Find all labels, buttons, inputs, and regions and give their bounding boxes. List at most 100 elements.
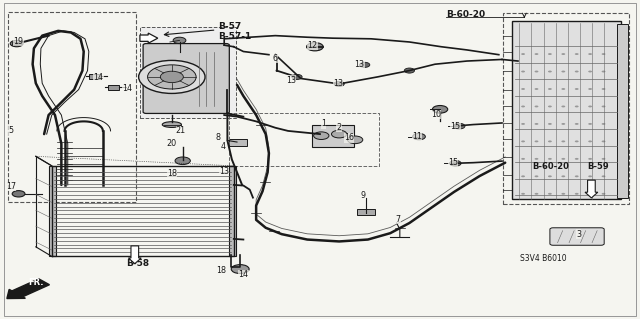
Circle shape	[575, 158, 579, 160]
Bar	[357, 209, 375, 215]
Circle shape	[175, 157, 190, 165]
Circle shape	[575, 123, 579, 125]
Circle shape	[548, 140, 552, 142]
Circle shape	[292, 74, 302, 79]
Circle shape	[534, 123, 538, 125]
Circle shape	[575, 140, 579, 142]
Circle shape	[588, 106, 592, 108]
Text: 14: 14	[238, 270, 248, 279]
Circle shape	[561, 123, 565, 125]
Circle shape	[548, 106, 552, 108]
Text: 6: 6	[273, 54, 278, 63]
Circle shape	[548, 53, 552, 55]
Circle shape	[602, 175, 605, 177]
Text: 19: 19	[13, 37, 24, 46]
FancyBboxPatch shape	[143, 44, 229, 114]
Text: 3: 3	[576, 230, 581, 239]
Ellipse shape	[163, 122, 181, 127]
Circle shape	[561, 106, 565, 108]
FancyBboxPatch shape	[550, 228, 604, 245]
Bar	[312, 124, 354, 147]
Bar	[229, 139, 247, 146]
Text: B-57-1: B-57-1	[218, 32, 251, 41]
Circle shape	[534, 193, 538, 195]
Text: B-57: B-57	[218, 22, 241, 31]
FancyArrow shape	[129, 246, 141, 264]
Bar	[8, 12, 136, 202]
Circle shape	[575, 106, 579, 108]
Text: 13: 13	[220, 167, 229, 176]
Circle shape	[588, 140, 592, 142]
Circle shape	[548, 70, 552, 72]
Circle shape	[534, 106, 538, 108]
Text: 13: 13	[286, 76, 296, 85]
Bar	[511, 21, 621, 199]
Circle shape	[575, 88, 579, 90]
Circle shape	[521, 193, 525, 195]
Circle shape	[548, 158, 552, 160]
Circle shape	[534, 88, 538, 90]
Circle shape	[588, 70, 592, 72]
Bar	[502, 13, 629, 204]
Text: 10: 10	[431, 110, 441, 119]
Circle shape	[534, 175, 538, 177]
Circle shape	[602, 106, 605, 108]
Circle shape	[433, 106, 448, 113]
FancyArrow shape	[585, 180, 598, 198]
Text: 14: 14	[122, 85, 132, 93]
Text: 9: 9	[361, 190, 366, 200]
Text: 8: 8	[215, 133, 220, 142]
Text: 14: 14	[93, 73, 104, 82]
Text: 15: 15	[448, 158, 458, 167]
Bar	[617, 24, 628, 197]
Circle shape	[307, 43, 323, 51]
Text: B-59: B-59	[587, 162, 609, 171]
Circle shape	[334, 81, 344, 86]
Circle shape	[602, 88, 605, 90]
Bar	[12, 42, 21, 45]
Circle shape	[139, 60, 205, 93]
Circle shape	[548, 88, 552, 90]
Text: B-60-20: B-60-20	[532, 162, 570, 171]
Circle shape	[348, 136, 363, 144]
Text: B-58: B-58	[126, 259, 149, 268]
Text: 13: 13	[333, 79, 343, 88]
Circle shape	[173, 37, 186, 44]
Circle shape	[602, 53, 605, 55]
Circle shape	[575, 53, 579, 55]
Circle shape	[450, 160, 461, 166]
Text: 13: 13	[355, 60, 365, 69]
Circle shape	[602, 140, 605, 142]
Circle shape	[521, 175, 525, 177]
Text: 21: 21	[176, 126, 186, 135]
Text: 5: 5	[8, 126, 13, 135]
Circle shape	[588, 53, 592, 55]
Circle shape	[588, 158, 592, 160]
Circle shape	[561, 88, 565, 90]
Text: S3V4 B6010: S3V4 B6010	[520, 254, 566, 263]
Text: 7: 7	[396, 215, 401, 224]
Text: 4: 4	[220, 142, 225, 151]
Text: 12: 12	[307, 41, 317, 50]
Circle shape	[148, 65, 196, 89]
Circle shape	[575, 70, 579, 72]
Circle shape	[561, 70, 565, 72]
Circle shape	[561, 140, 565, 142]
Bar	[108, 85, 120, 90]
Text: FR.: FR.	[28, 278, 44, 287]
Bar	[229, 114, 380, 166]
Circle shape	[561, 193, 565, 195]
Text: B-60-20: B-60-20	[447, 10, 486, 19]
Circle shape	[534, 158, 538, 160]
Bar	[229, 166, 236, 256]
Circle shape	[575, 193, 579, 195]
Circle shape	[588, 193, 592, 195]
Circle shape	[521, 158, 525, 160]
Circle shape	[534, 53, 538, 55]
Text: 15: 15	[451, 122, 460, 131]
Circle shape	[521, 53, 525, 55]
Circle shape	[548, 123, 552, 125]
Circle shape	[534, 140, 538, 142]
Circle shape	[413, 133, 426, 140]
FancyArrow shape	[140, 33, 158, 43]
